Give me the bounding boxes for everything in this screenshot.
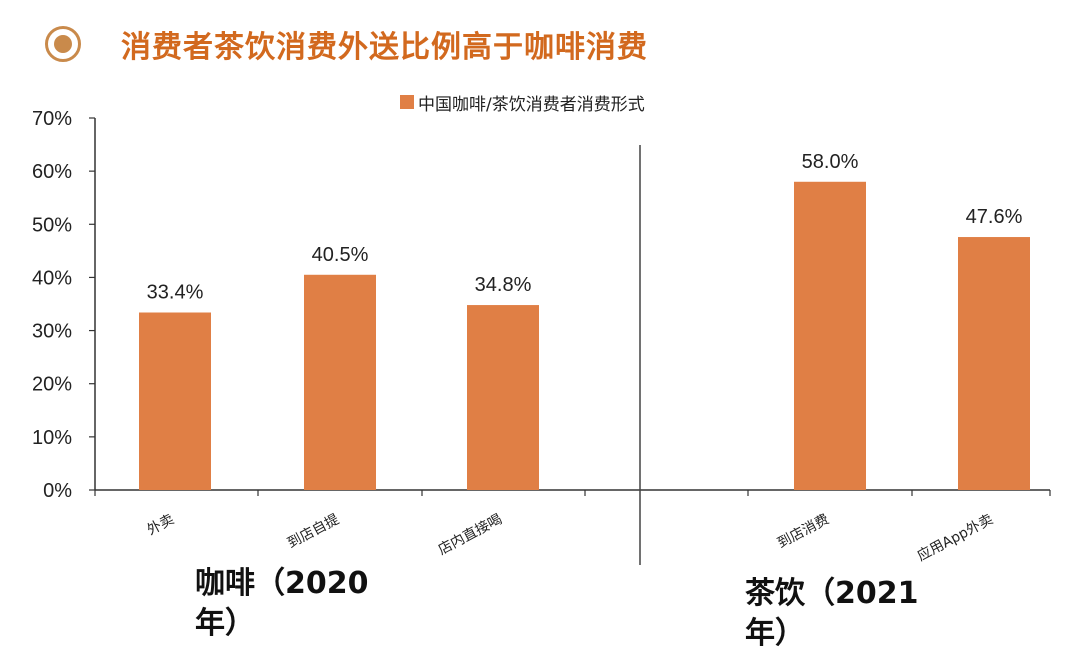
x-category-label: 到店消费 [775, 511, 832, 551]
group-label-tea-line2: 年） [745, 616, 805, 651]
page-title: 消费者茶饮消费外送比例高于咖啡消费 [121, 30, 648, 65]
y-tick-label: 40% [32, 267, 72, 289]
x-category-label: 外卖 [145, 511, 177, 538]
title-row: 消费者茶饮消费外送比例高于咖啡消费 [45, 22, 648, 66]
bar-5 [958, 237, 1030, 490]
bar-1 [139, 312, 211, 490]
group-label-coffee-line2: 年） [195, 606, 255, 641]
group-label-tea-line1: 茶饮（2021 [745, 576, 919, 611]
bar-2 [304, 274, 376, 490]
y-tick-label: 50% [32, 214, 72, 236]
x-category-label: 到店自提 [285, 511, 342, 551]
y-tick-label: 20% [32, 374, 72, 396]
group-label-coffee: 咖啡（2020 年） [195, 564, 369, 644]
bar-value-label: 34.8% [475, 274, 532, 296]
bar-value-label: 47.6% [966, 206, 1023, 228]
bar-value-label: 40.5% [312, 244, 369, 266]
y-tick-label: 0% [43, 480, 72, 502]
target-circle-icon [45, 26, 81, 62]
legend-label: 中国咖啡/茶饮消费者消费形式 [418, 94, 645, 115]
y-tick-label: 60% [32, 161, 72, 183]
chart-legend: 中国咖啡/茶饮消费者消费形式 [400, 90, 645, 115]
x-category-label: 应用App外卖 [914, 511, 996, 565]
y-tick-label: 10% [32, 427, 72, 449]
bar-3 [467, 305, 539, 490]
group-label-tea: 茶饮（2021 年） [745, 574, 919, 654]
y-tick-label: 30% [32, 321, 72, 343]
legend-swatch [400, 95, 414, 109]
bar-4 [794, 181, 866, 490]
y-tick-label: 70% [32, 108, 72, 130]
bar-value-label: 33.4% [147, 282, 204, 304]
group-label-coffee-line1: 咖啡（2020 [195, 566, 369, 601]
x-category-label: 店内直接喝 [435, 511, 505, 559]
bar-value-label: 58.0% [802, 151, 859, 173]
